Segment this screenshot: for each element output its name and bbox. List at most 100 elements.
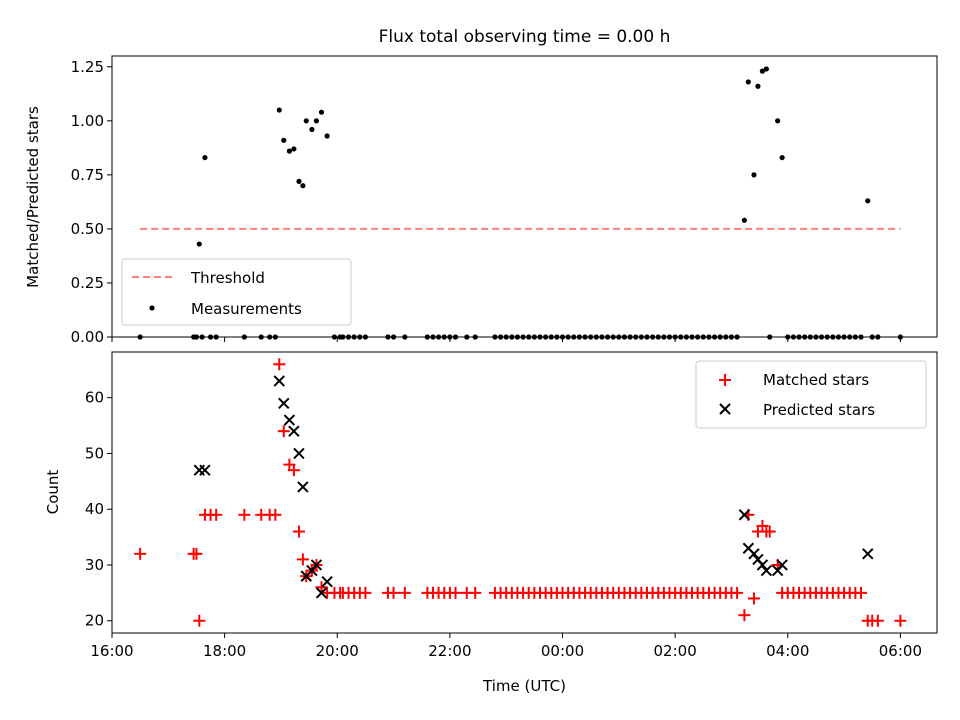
matched-star-point [747, 592, 760, 605]
matched-star-point [763, 525, 776, 538]
top-ytick-label: 0.25 [71, 274, 104, 292]
threshold-legend-label: Threshold [190, 269, 265, 287]
matched-star-point [190, 547, 203, 560]
top-plot-frame [111, 55, 938, 338]
predicted-star-point [310, 559, 323, 571]
measurement-point [202, 154, 208, 161]
matched-star-point [449, 586, 462, 599]
top-ytick-label: 1.00 [71, 112, 104, 130]
matched-star-point [193, 614, 206, 627]
matched-star-point [277, 425, 290, 438]
measurement-point [741, 217, 748, 223]
top-legend-box [121, 258, 352, 326]
matched-star-point [273, 358, 286, 371]
bottom-ytick-label: 40 [85, 500, 104, 518]
measurement-point [281, 137, 287, 143]
measurements-legend-label: Measurements [191, 300, 302, 318]
predicted-stars-series [193, 375, 874, 599]
measurement-point [775, 118, 781, 124]
matched-star-point [296, 553, 309, 566]
predicted-star-point [283, 414, 296, 426]
measurement-point [196, 241, 202, 247]
predicted-star-point [862, 548, 874, 560]
matched-star-point [854, 586, 867, 599]
measurement-point [763, 66, 769, 72]
matched-star-point [269, 508, 282, 521]
top-ylabel: Matched/Predicted stars [24, 106, 42, 288]
bottom-xtick-label: 20:00 [316, 642, 359, 660]
measurement-point [300, 183, 306, 189]
top-panel: 0.00 0.25 0.50 0.75 1.00 1.25 Matched/Predict… [24, 55, 938, 346]
bottom-ytick-label: 60 [85, 389, 104, 407]
bottom-legend-box [695, 360, 927, 429]
matched-star-point [210, 508, 223, 521]
predicted-star-point [297, 481, 309, 493]
top-ytick-label: 1.25 [71, 58, 104, 76]
bottom-xlabel: Time (UTC) [482, 677, 566, 695]
bottom-legend: Matched stars Predicted stars [695, 360, 927, 429]
matched-star-point [287, 464, 300, 477]
measurement-point [318, 109, 325, 115]
matched-star-point [315, 581, 328, 594]
bottom-xtick-label: 00:00 [541, 642, 584, 660]
chart-title: Flux total observing time = 0.00 h [379, 27, 671, 47]
predicted-star-point [315, 587, 328, 599]
predicted-star-point [776, 559, 788, 571]
measurement-point [751, 172, 757, 178]
bottom-axis-ticks: 20 30 40 50 60 16:00 18:00 20:00 22:00 00:00 02:00… [85, 389, 922, 660]
predicted-star-point [278, 397, 290, 410]
matched-star-point [894, 614, 907, 627]
matched-star-point [238, 508, 251, 521]
predicted-stars-legend-marker [719, 403, 731, 415]
measurement-point [309, 126, 315, 133]
bottom-xtick-label: 04:00 [766, 642, 809, 660]
bottom-ytick-label: 50 [85, 444, 104, 462]
matched-star-point [387, 586, 400, 599]
predicted-star-point [199, 464, 211, 476]
top-ytick-label: 0.50 [71, 220, 104, 238]
predicted-star-point [738, 509, 751, 521]
measurement-point [313, 118, 320, 124]
bottom-xtick-label: 22:00 [428, 642, 471, 660]
top-ytick-label: 0.75 [71, 166, 104, 184]
measurement-point [276, 107, 282, 113]
bottom-xtick-label: 18:00 [203, 642, 246, 660]
matched-stars-legend-label: Matched stars [763, 371, 869, 389]
top-legend: Threshold Measurements [121, 258, 352, 326]
measurement-point [865, 198, 871, 204]
matched-star-point [134, 547, 147, 560]
bottom-xtick-label: 16:00 [90, 642, 133, 660]
measurement-point [759, 68, 766, 74]
predicted-star-point [756, 559, 769, 571]
measurements-legend-marker [149, 305, 155, 311]
predicted-star-point [760, 564, 773, 577]
matched-star-point [731, 586, 744, 599]
top-ytick-label: 0.00 [71, 328, 104, 346]
bottom-ytick-label: 20 [85, 612, 104, 630]
bottom-panel: 20 30 40 50 60 16:00 18:00 20:00 22:00 00:00 02:00… [44, 351, 938, 695]
predicted-stars-legend-label: Predicted stars [763, 401, 875, 419]
measurement-point [755, 83, 761, 89]
predicted-star-point [293, 447, 305, 460]
matched-star-point [738, 609, 751, 622]
bottom-xtick-label: 02:00 [654, 642, 697, 660]
matched-star-point [292, 525, 305, 538]
measurement-point [286, 148, 292, 154]
measurement-point [303, 118, 309, 124]
top-axis-ticks: 0.00 0.25 0.50 0.75 1.00 1.25 [71, 58, 901, 346]
predicted-star-point [748, 548, 760, 560]
matched-stars-legend-marker [719, 374, 731, 386]
predicted-star-point [321, 575, 333, 588]
bottom-plot-frame [111, 351, 938, 634]
matched-star-point [398, 586, 411, 599]
predicted-star-point [288, 425, 300, 437]
bottom-xtick-label: 06:00 [879, 642, 922, 660]
matched-star-point [871, 614, 884, 627]
measurement-point [291, 146, 297, 152]
matched-star-point [359, 586, 372, 599]
matched-stars-series [134, 358, 907, 627]
bottom-ylabel: Count [44, 470, 62, 515]
predicted-star-point [273, 375, 285, 387]
